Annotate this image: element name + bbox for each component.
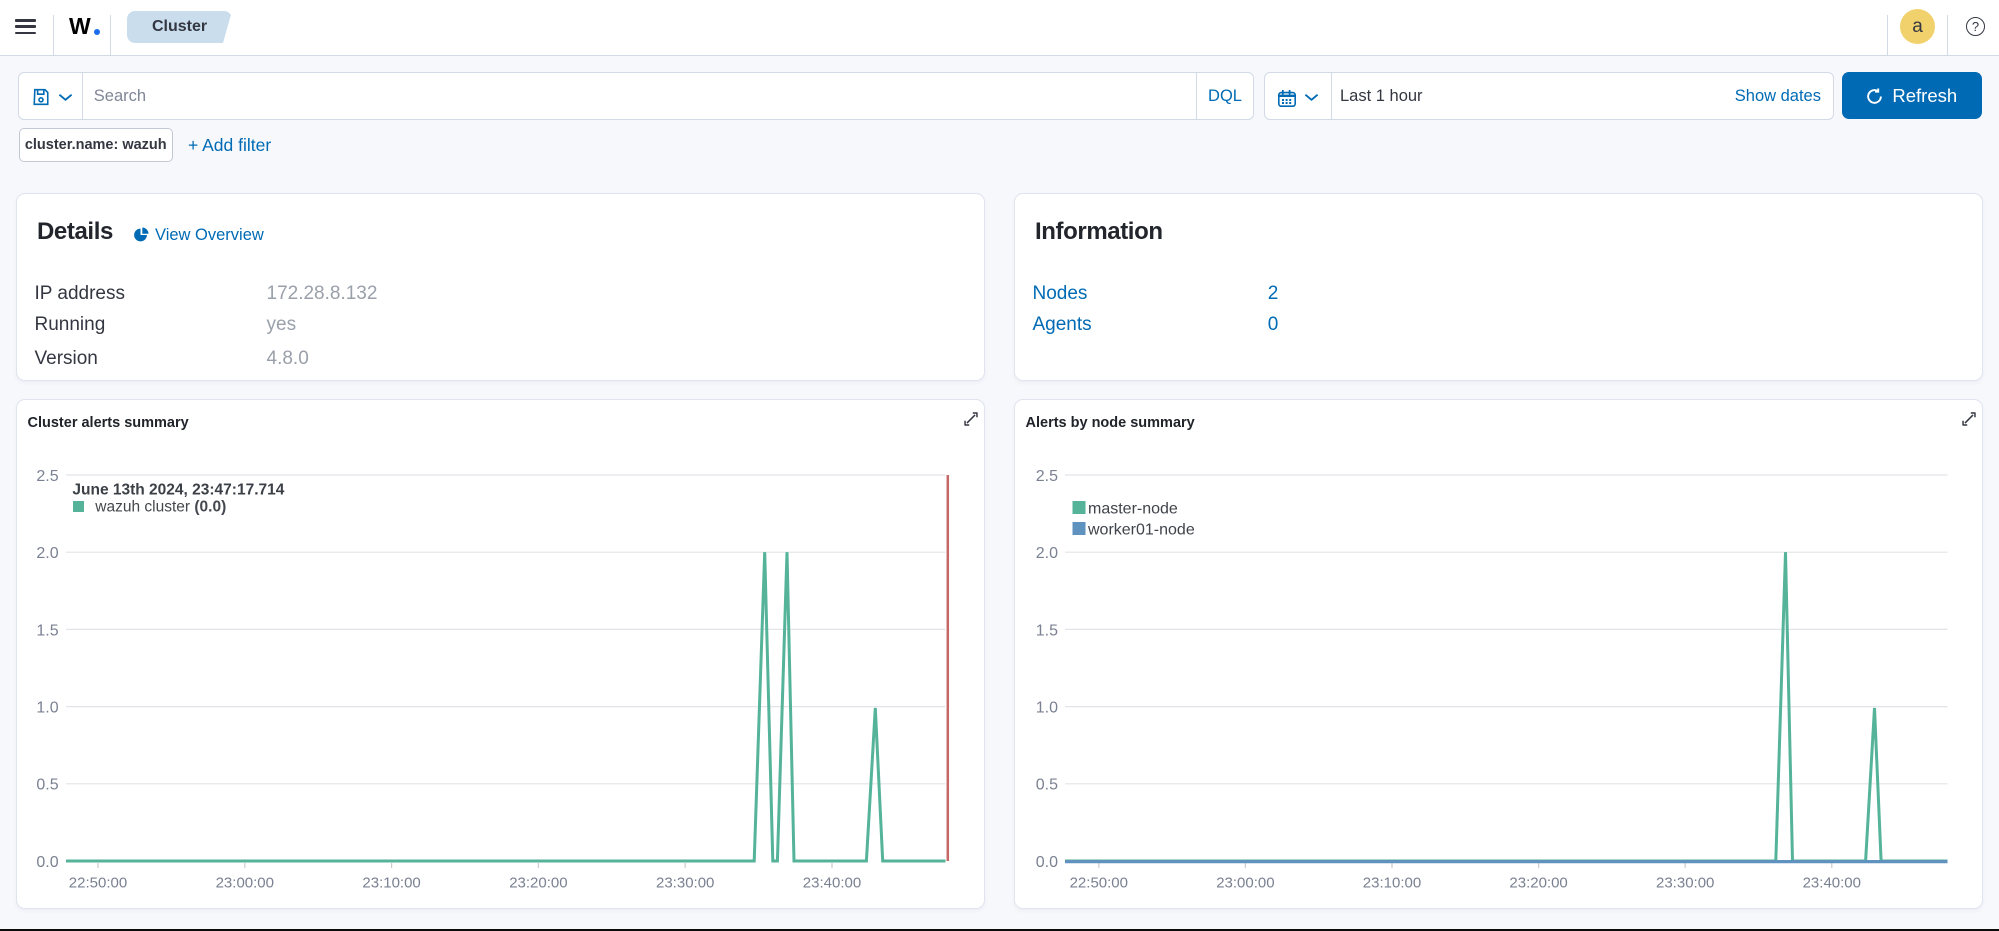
svg-text:22:50:00: 22:50:00 (1070, 874, 1128, 891)
svg-text:2.5: 2.5 (1036, 468, 1058, 485)
svg-text:23:00:00: 23:00:00 (1216, 874, 1274, 891)
svg-text:2.0: 2.0 (1036, 545, 1058, 562)
svg-text:23:30:00: 23:30:00 (1656, 874, 1714, 891)
svg-text:1.0: 1.0 (1036, 700, 1058, 717)
svg-text:1.0: 1.0 (36, 700, 58, 717)
svg-text:23:30:00: 23:30:00 (656, 874, 714, 891)
svg-text:23:40:00: 23:40:00 (1803, 874, 1861, 891)
svg-text:23:00:00: 23:00:00 (216, 874, 274, 891)
svg-text:2.0: 2.0 (36, 545, 58, 562)
svg-text:2.5: 2.5 (36, 468, 58, 485)
svg-text:1.5: 1.5 (36, 622, 58, 639)
svg-text:wazuh cluster (0.0): wazuh cluster (0.0) (94, 498, 226, 515)
svg-text:0.5: 0.5 (1036, 777, 1058, 794)
svg-text:June 13th 2024, 23:47:17.714: June 13th 2024, 23:47:17.714 (72, 482, 284, 499)
svg-text:master-node: master-node (1088, 501, 1178, 518)
svg-text:1.5: 1.5 (1036, 622, 1058, 639)
svg-text:0.0: 0.0 (36, 854, 58, 871)
svg-text:0.5: 0.5 (36, 777, 58, 794)
svg-text:23:10:00: 23:10:00 (1363, 874, 1421, 891)
svg-text:23:20:00: 23:20:00 (509, 874, 567, 891)
svg-text:23:20:00: 23:20:00 (1509, 874, 1567, 891)
svg-text:worker01-node: worker01-node (1087, 522, 1195, 539)
svg-text:0.0: 0.0 (1036, 854, 1058, 871)
svg-text:23:40:00: 23:40:00 (803, 874, 861, 891)
svg-text:23:10:00: 23:10:00 (362, 874, 420, 891)
svg-text:22:50:00: 22:50:00 (69, 874, 127, 891)
